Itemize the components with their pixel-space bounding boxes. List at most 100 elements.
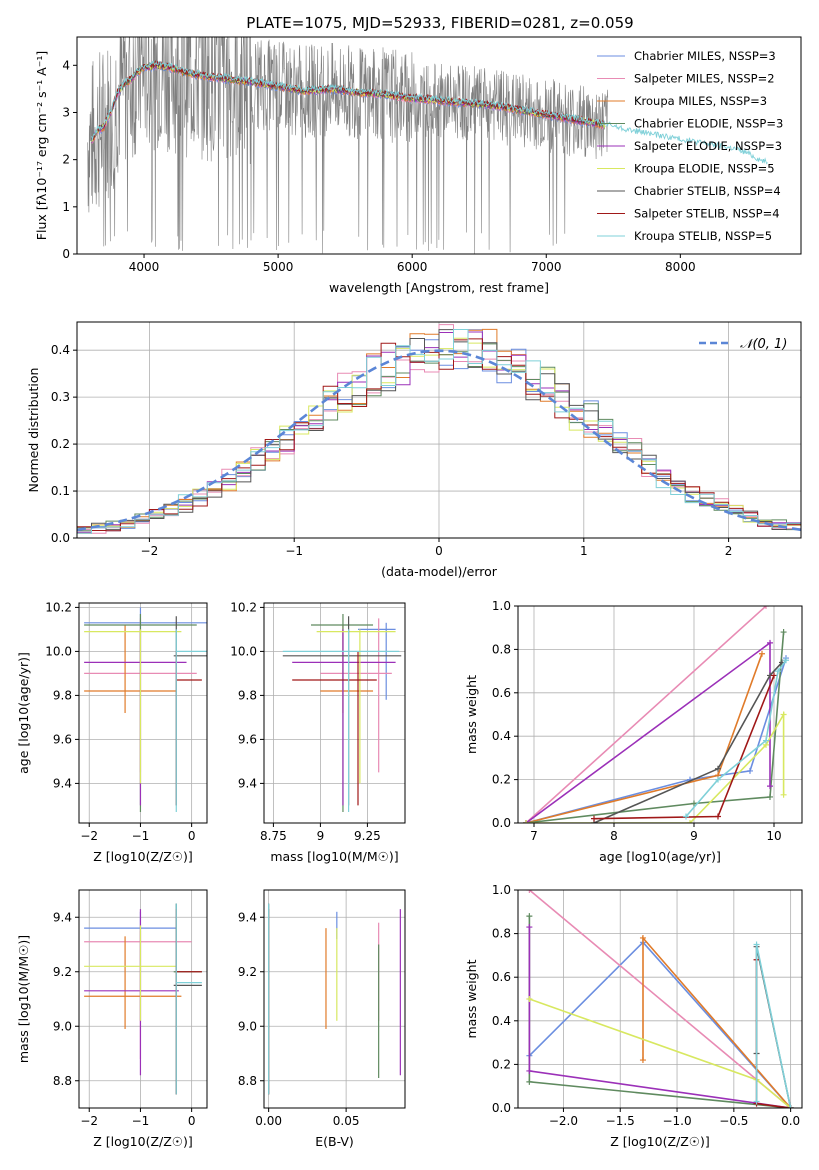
age_vs_mass-frame xyxy=(263,602,406,824)
weight_vs_metallicity-frame xyxy=(517,889,803,1109)
weight_vs_metallicity-plot-area xyxy=(526,890,794,1108)
x-tick-label: 0.00 xyxy=(255,1114,282,1128)
weight-marker-kroupa_elodie xyxy=(687,820,693,823)
weight-marker-kroupa_stelib xyxy=(775,668,781,675)
x-tick-label: −1 xyxy=(285,544,303,558)
y-tick-label: 9.0 xyxy=(238,1019,257,1033)
mass_vs_ebv-panel: 0.00 0.05 8.8 9.0 9.2 9.4 E(B-V) xyxy=(238,889,406,1149)
y-tick-label: 1.0 xyxy=(492,883,511,897)
weight-marker-kroupa_stelib xyxy=(753,941,760,948)
weight-marker-salpeter_elodie xyxy=(526,924,533,931)
y-tick-label: 0.8 xyxy=(492,927,511,941)
y-tick-label: 9.4 xyxy=(238,776,257,790)
weight-marker-kroupa_stelib xyxy=(683,813,689,820)
x-tick-label: −2 xyxy=(80,829,98,843)
x-tick-label: 0.0 xyxy=(781,1114,800,1128)
age_vs_mass-xlabel: mass [log10(M/M☉)] xyxy=(270,849,398,864)
y-tick-label: 10.0 xyxy=(230,644,257,658)
mass_vs_metallicity-frame xyxy=(78,889,208,1109)
weight-line-salpeter_miles xyxy=(525,606,767,823)
y-tick-label: 0.3 xyxy=(51,390,70,404)
spectrum-frame xyxy=(76,36,802,255)
weight_vs_age-panel: 7 8 9 10 0.0 0.2 0.4 0.6 0.8 1.0 age [log10(age/yr… xyxy=(464,599,803,864)
age_vs_metallicity-panel: −2 −1 0 9.4 9.6 9.8 10.0 10.2 Z [log10(Z/Z☉)] age… xyxy=(16,600,208,864)
residual_histogram-plot-area xyxy=(77,324,801,538)
y-tick-label: 10.2 xyxy=(45,600,72,614)
model-spectrum-kroupa_stelib xyxy=(91,60,768,165)
x-tick-label: −1 xyxy=(132,1114,150,1128)
x-tick-label: 8 xyxy=(610,829,618,843)
y-tick-label: 2 xyxy=(62,153,70,167)
x-tick-label: 9.25 xyxy=(354,829,381,843)
y-tick-label: 0.6 xyxy=(492,970,511,984)
y-tick-label: 0.4 xyxy=(492,1014,511,1028)
weight-line-kroupa_elodie xyxy=(529,998,792,1108)
legend-entry-salpeter_miles: Salpeter MILES, NSSP=2 xyxy=(634,72,775,86)
age_vs_metallicity-ylabel: age [log10(age/yr)] xyxy=(16,652,31,774)
histogram-kroupa_stelib xyxy=(77,329,801,538)
y-tick-label: 0 xyxy=(62,247,70,261)
y-tick-label: 0.4 xyxy=(492,729,511,743)
x-tick-label: 2 xyxy=(725,544,733,558)
weight_vs_metallicity-panel: −2.0 −1.5 −1.0 −0.5 0.0 0.0 0.2 0.4 0.6 0.8 1.0 Z [… xyxy=(464,883,803,1149)
legend-entry-kroupa_stelib: Kroupa STELIB, NSSP=5 xyxy=(634,229,772,243)
mass_vs_metallicity-ylabel: mass [log10(M/M☉)] xyxy=(16,935,31,1063)
weight-marker-kroupa_elodie xyxy=(780,791,787,798)
age_vs_mass-plot-area xyxy=(282,614,402,812)
weight-marker-kroupa_elodie xyxy=(526,996,533,1002)
weight-marker-chabrier_elodie xyxy=(767,793,773,800)
x-tick-label: 1 xyxy=(580,544,588,558)
weight-marker-salpeter_elodie xyxy=(526,1067,533,1074)
x-tick-label: −1 xyxy=(132,829,150,843)
spectrum-xlabel: wavelength [Angstrom, rest frame] xyxy=(329,280,549,295)
y-tick-label: 0.2 xyxy=(492,773,511,787)
weight-line-chabrier_elodie xyxy=(525,631,785,823)
spectrum-panel: 4000 5000 6000 7000 8000 0 1 2 3 4 wavelength [Ang… xyxy=(34,36,802,295)
weight-line-chabrier_miles xyxy=(528,941,792,1108)
y-tick-label: 9.4 xyxy=(53,910,72,924)
y-tick-label: 8.8 xyxy=(53,1074,72,1088)
mass_vs_metallicity-plot-area xyxy=(84,903,202,1095)
weight_vs_metallicity-ylabel: mass weight xyxy=(464,959,479,1038)
weight_vs_age-plot-area xyxy=(523,606,789,823)
legend-entry-chabrier_stelib: Chabrier STELIB, NSSP=4 xyxy=(634,184,781,198)
legend-entry-salpeter_stelib: Salpeter STELIB, NSSP=4 xyxy=(634,207,780,221)
spectrum-ylabel: Flux [fλ10⁻¹⁷ erg cm⁻² s⁻¹ A⁻¹] xyxy=(34,51,49,240)
y-tick-label: 0.2 xyxy=(492,1057,511,1071)
spectrum-plot-area xyxy=(87,37,768,254)
x-tick-label: 5000 xyxy=(263,260,294,274)
weight-marker-salpeter_miles xyxy=(763,606,769,609)
y-tick-label: 9.6 xyxy=(238,732,257,746)
x-tick-label: 0 xyxy=(435,544,443,558)
mass_vs_ebv-frame xyxy=(263,889,406,1109)
weight_vs_age-frame xyxy=(517,605,803,824)
y-tick-label: 0.4 xyxy=(51,343,70,357)
histogram-legend: 𝒩(0, 1) xyxy=(699,337,787,352)
residual_histogram-panel: −2 −1 0 1 2 0.0 0.1 0.2 0.3 0.4 (data-model)/error… xyxy=(26,321,802,579)
weight-line-salpeter_miles xyxy=(528,890,792,1108)
legend-entry-normal: 𝒩(0, 1) xyxy=(740,337,787,352)
y-tick-label: 9.8 xyxy=(238,688,257,702)
mass_vs_metallicity-panel: −2 −1 0 8.8 9.0 9.2 9.4 Z [log10(Z/Z☉)] mass [lo… xyxy=(16,889,208,1149)
legend-entry-chabrier_elodie: Chabrier ELODIE, NSSP=3 xyxy=(634,117,783,131)
weight-marker-chabrier_elodie xyxy=(780,629,787,636)
figure-title: PLATE=1075, MJD=52933, FIBERID=0281, z=0… xyxy=(246,14,633,32)
weight-marker-chabrier_elodie xyxy=(691,800,697,807)
x-tick-label: 0.05 xyxy=(333,1114,360,1128)
weight-marker-salpeter_stelib xyxy=(715,813,721,820)
x-tick-label: 7000 xyxy=(531,260,562,274)
weight-line-kroupa_miles xyxy=(642,935,792,1108)
legend-entry-salpeter_elodie: Salpeter ELODIE, NSSP=3 xyxy=(634,139,782,153)
y-tick-label: 0.0 xyxy=(51,531,70,545)
legend-entry-kroupa_miles: Kroupa MILES, NSSP=3 xyxy=(634,94,767,108)
y-tick-label: 9.6 xyxy=(53,732,72,746)
x-tick-label: −0.5 xyxy=(719,1114,748,1128)
normal-curve xyxy=(77,349,801,532)
y-tick-label: 3 xyxy=(62,105,70,119)
y-tick-label: 9.8 xyxy=(53,688,72,702)
weight-marker-salpeter_stelib xyxy=(771,672,777,679)
weight-marker-kroupa_miles xyxy=(759,650,765,657)
legend-entry-kroupa_elodie: Kroupa ELODIE, NSSP=5 xyxy=(634,162,775,176)
mass_vs_metallicity-xlabel: Z [log10(Z/Z☉)] xyxy=(93,1134,193,1149)
